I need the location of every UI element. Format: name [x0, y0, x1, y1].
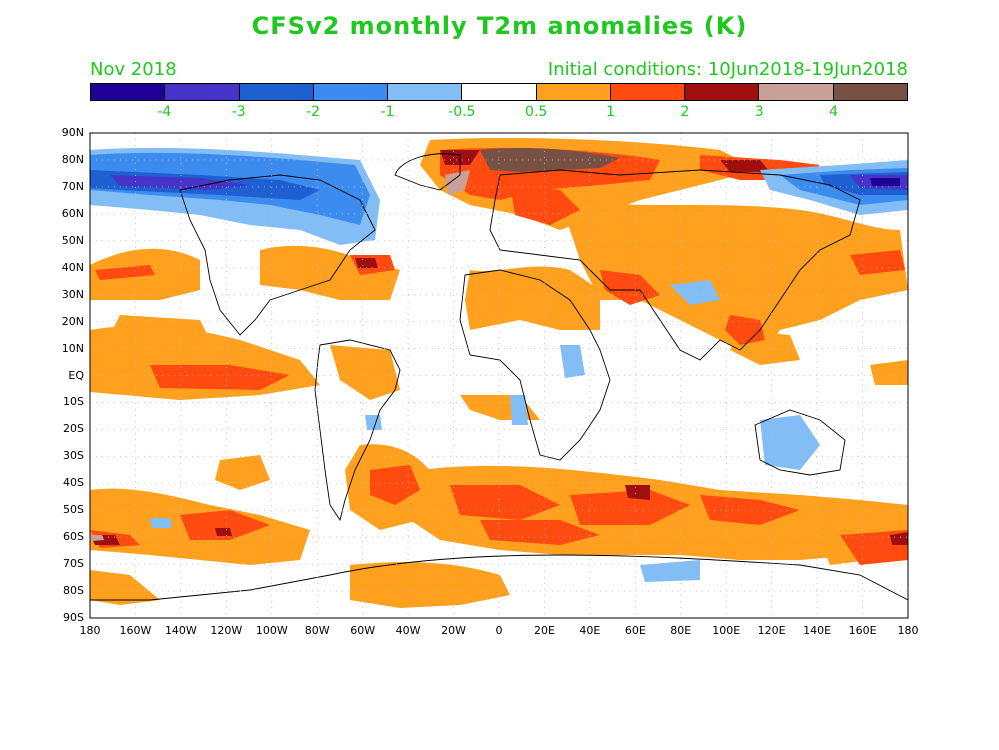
latitude-label: 30N: [61, 287, 84, 301]
latitude-label: 60S: [63, 530, 84, 544]
latitude-label: 30S: [63, 449, 84, 463]
colorbar-swatch: [610, 84, 686, 100]
longitude-label: 100E: [712, 624, 741, 637]
colorbar-label: -0.5: [448, 104, 476, 120]
latitude-label: 10N: [61, 341, 84, 355]
longitude-label: 0: [495, 624, 503, 637]
latitude-label: 80N: [61, 152, 84, 166]
colorbar-swatch: [759, 84, 834, 100]
colorbar-swatch: [91, 84, 166, 100]
latitude-label: 40N: [61, 260, 84, 274]
latitude-label: 70S: [63, 557, 84, 571]
map-frame: [89, 132, 909, 619]
colorbar-label: 1: [606, 104, 615, 120]
colorbar-swatch: [462, 84, 537, 100]
latitude-label: 80S: [63, 584, 84, 598]
anomaly-brown: [480, 147, 620, 172]
colorbar-label: -4: [157, 104, 172, 120]
latitude-label: 40S: [63, 476, 84, 490]
longitude-label: 120W: [210, 624, 243, 637]
colorbar-swatch: [536, 84, 611, 100]
colorbar-label: 2: [680, 104, 690, 120]
longitude-label: 140E: [803, 624, 832, 637]
colorbar-label: 4: [829, 104, 839, 120]
colorbar: [90, 83, 908, 101]
colorbar-swatch: [165, 84, 240, 100]
longitude-label: 160E: [848, 624, 877, 637]
colorbar-label: -3: [231, 104, 246, 120]
longitude-label: 120E: [757, 624, 786, 637]
longitude-label: 160W: [119, 624, 152, 637]
latitude-label: 20S: [63, 422, 84, 436]
longitude-label: 140W: [164, 624, 197, 637]
longitude-label: 180: [897, 624, 919, 637]
colorbar-label: 0.5: [525, 104, 548, 120]
colorbar-label: 3: [754, 104, 764, 120]
colorbar-swatch: [239, 84, 314, 100]
anomaly-field: [90, 138, 908, 608]
longitude-label: 80E: [670, 624, 692, 637]
latitude-label: 50S: [63, 503, 84, 517]
latitude-label: EQ: [68, 368, 84, 382]
gridlines: [90, 133, 908, 618]
colorbar-swatch: [388, 84, 463, 100]
latitude-label: 20N: [61, 314, 84, 328]
initial-conditions: Initial conditions: 10Jun2018-19Jun2018: [547, 59, 908, 80]
longitude-label: 180: [79, 624, 101, 637]
longitude-label: 100W: [255, 624, 288, 637]
chart-title: CFSv2 monthly T2m anomalies (K): [251, 12, 748, 40]
longitude-label: 20E: [533, 624, 555, 637]
colorbar-swatch: [313, 84, 389, 100]
coastlines: [90, 153, 908, 601]
latitude-label: 50N: [61, 233, 84, 247]
longitude-label: 20W: [441, 624, 466, 637]
colorbar-swatch: [833, 84, 907, 100]
latitude-label: 90S: [63, 611, 84, 624]
colorbar-swatch: [685, 84, 760, 100]
anomaly-pink: [90, 170, 470, 541]
latitude-label: 60N: [61, 206, 84, 220]
forecast-month: Nov 2018: [90, 59, 177, 80]
latitude-label: 10S: [63, 395, 84, 409]
longitude-label: 40W: [395, 624, 421, 637]
longitude-label: 60W: [350, 624, 376, 637]
colorbar-label: -1: [380, 104, 395, 120]
colorbar-label: -2: [306, 104, 321, 120]
latitude-label: 70N: [61, 179, 84, 193]
longitude-label: 80W: [304, 624, 330, 637]
longitude-label: 40E: [579, 624, 601, 637]
longitude-label: 60E: [624, 624, 646, 637]
anomaly-darkblue: [870, 178, 900, 186]
latitude-label: 90N: [61, 126, 84, 139]
